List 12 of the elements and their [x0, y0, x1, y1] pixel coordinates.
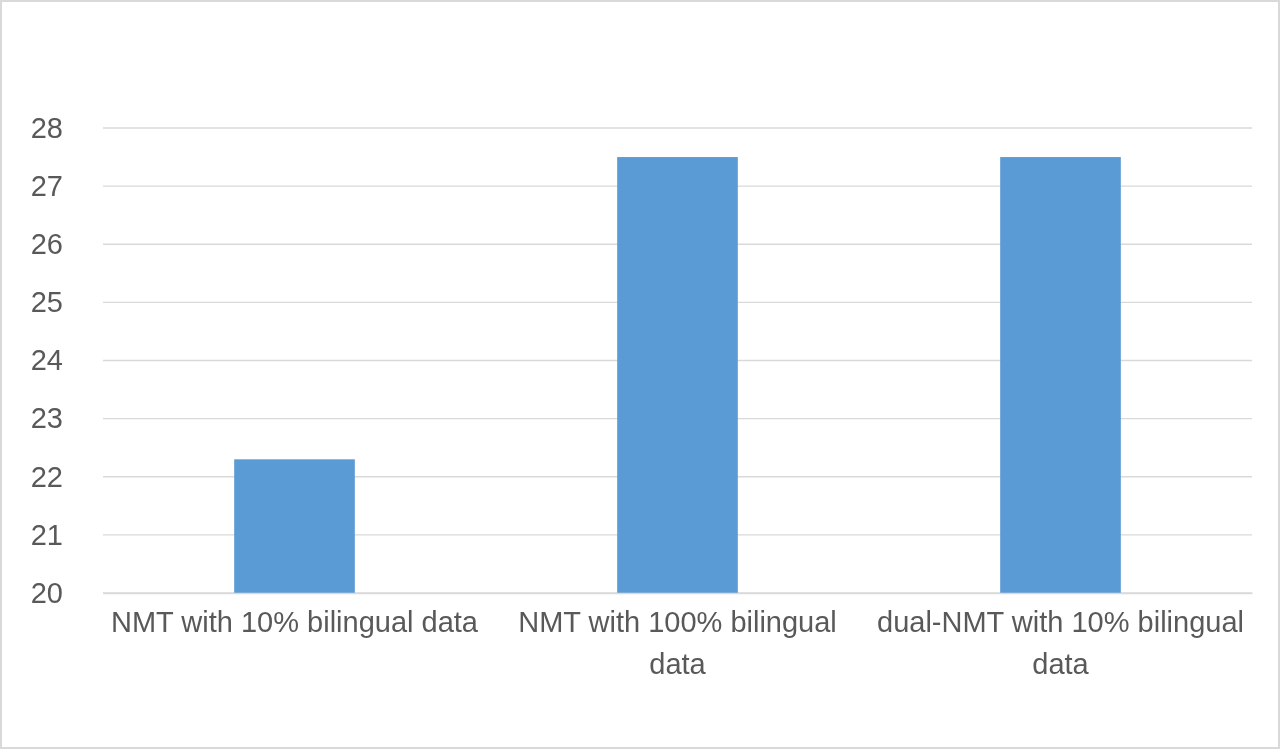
y-tick-label: 25: [30, 286, 63, 319]
y-tick-label: 21: [30, 518, 63, 551]
y-tick-label: 26: [30, 228, 63, 261]
x-tick-label: dual-NMT with 10% bilingual data: [877, 605, 1244, 680]
y-tick-label: 20: [30, 576, 63, 609]
y-tick-label: 24: [30, 344, 63, 377]
x-tick-label: NMT with 10% bilingual data: [111, 605, 479, 638]
y-tick-label: 23: [30, 402, 63, 435]
x-tick-label: NMT with 100% bilingual data: [518, 605, 837, 680]
y-tick-label: 27: [30, 169, 63, 202]
y-tick-label: 28: [30, 111, 63, 144]
y-tick-label: 22: [30, 460, 63, 493]
